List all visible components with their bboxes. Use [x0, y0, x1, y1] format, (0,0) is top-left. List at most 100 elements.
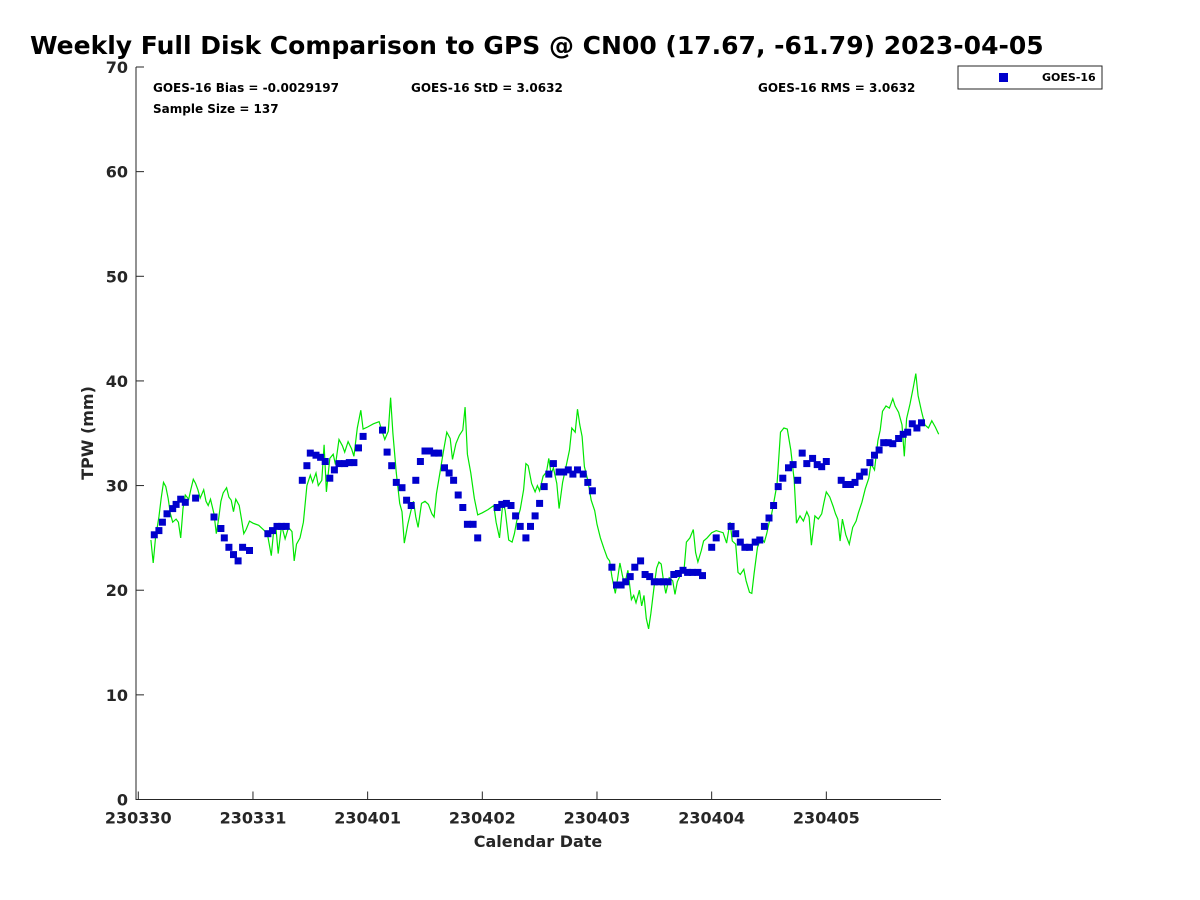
- goes16-point: [774, 483, 782, 491]
- x-tick-label: 230405: [793, 809, 860, 828]
- x-tick-label: 230403: [564, 809, 631, 828]
- goes16-point: [398, 484, 406, 492]
- y-tick-label: 50: [106, 267, 128, 286]
- goes16-point: [493, 504, 501, 511]
- stat-bias: GOES-16 Bias = -0.0029197: [153, 81, 339, 95]
- goes16-point: [155, 527, 163, 535]
- goes16-point: [822, 458, 830, 465]
- goes16-point: [588, 487, 596, 495]
- chart-title: Weekly Full Disk Comparison to GPS @ CN0…: [30, 31, 1044, 60]
- goes16-point: [312, 451, 320, 459]
- legend-label-goes16: GOES-16: [1042, 71, 1096, 84]
- goes16-point: [430, 449, 438, 457]
- goes16-point: [760, 522, 768, 530]
- goes16-point: [217, 525, 225, 532]
- goes16-point: [407, 502, 415, 509]
- goes16-point: [230, 551, 237, 559]
- goes16-point: [350, 459, 358, 467]
- goes16-point: [303, 462, 311, 470]
- goes16-point: [860, 468, 868, 476]
- goes16-point: [278, 522, 286, 530]
- goes16-point: [908, 420, 916, 428]
- goes16-point: [785, 464, 792, 472]
- goes16-point: [507, 502, 515, 509]
- goes16-point: [688, 568, 696, 576]
- goes16-point: [416, 458, 424, 465]
- stat-std: GOES-16 StD = 3.0632: [411, 81, 563, 95]
- legend-box: [957, 65, 1103, 90]
- goes16-point: [549, 460, 557, 468]
- goes16-point: [282, 522, 290, 530]
- goes16-point: [246, 547, 253, 554]
- goes16-point: [674, 570, 682, 577]
- goes16-point: [326, 474, 334, 482]
- y-tick-label: 20: [106, 581, 128, 600]
- goes16-point: [555, 468, 563, 476]
- goes16-point: [459, 504, 467, 511]
- goes16-point: [169, 505, 177, 513]
- goes16-point: [631, 563, 639, 571]
- goes16-point: [579, 470, 587, 478]
- x-tick-label: 230330: [105, 809, 172, 828]
- series-goes16-points: [150, 419, 925, 589]
- goes16-point: [564, 466, 572, 474]
- goes16-point: [866, 459, 874, 467]
- goes16-point: [426, 447, 434, 455]
- goes16-point: [498, 500, 506, 508]
- goes16-point: [741, 543, 749, 551]
- goes16-point: [441, 464, 448, 472]
- goes16-point: [335, 460, 343, 468]
- goes16-point: [392, 478, 400, 486]
- y-tick-label: 0: [117, 791, 128, 810]
- y-tick-label: 10: [106, 686, 128, 705]
- x-axis-label: Calendar Date: [474, 832, 603, 851]
- goes16-point: [813, 461, 821, 469]
- goes16-point: [617, 581, 625, 589]
- goes16-point: [699, 572, 706, 580]
- goes16-point: [712, 534, 720, 542]
- goes16-point: [355, 444, 362, 452]
- goes16-point: [584, 478, 592, 486]
- goes16-point: [474, 534, 482, 542]
- goes16-point: [150, 531, 158, 539]
- goes16-point: [421, 447, 429, 455]
- goes16-point: [522, 534, 530, 542]
- goes16-point: [330, 466, 338, 474]
- goes16-point: [317, 453, 325, 461]
- goes16-point: [435, 449, 443, 457]
- goes16-point: [264, 530, 272, 538]
- goes16-point: [269, 527, 276, 535]
- goes16-point: [851, 478, 859, 486]
- goes16-point: [884, 439, 892, 447]
- goes16-point: [889, 440, 897, 448]
- goes16-point: [345, 459, 353, 467]
- goes16-point: [469, 520, 477, 528]
- goes16-point: [613, 581, 620, 589]
- goes16-point: [650, 578, 658, 586]
- goes16-point: [403, 496, 411, 504]
- goes16-point: [732, 530, 740, 538]
- goes16-point: [664, 578, 672, 586]
- goes16-point: [574, 466, 581, 474]
- goes16-point: [388, 462, 396, 470]
- y-ticks: 0 10 20 30 40 50 60 70: [106, 58, 144, 810]
- goes16-point: [608, 563, 616, 571]
- goes16-point: [895, 435, 903, 442]
- goes16-point: [321, 458, 329, 465]
- y-tick-label: 70: [106, 58, 128, 77]
- goes16-point: [306, 449, 314, 457]
- goes16-point: [359, 432, 367, 440]
- axes-frame: [136, 67, 941, 799]
- goes16-point: [412, 476, 420, 484]
- goes16-point: [163, 510, 171, 518]
- goes16-point: [694, 568, 702, 576]
- goes16-point: [751, 538, 759, 546]
- goes16-point: [803, 460, 811, 468]
- goes16-point: [450, 476, 458, 484]
- goes16-point: [341, 460, 349, 468]
- goes16-point: [679, 566, 687, 574]
- goes16-point: [379, 426, 386, 434]
- goes16-point: [660, 578, 667, 586]
- goes16-point: [765, 514, 773, 522]
- goes16-point: [158, 518, 166, 526]
